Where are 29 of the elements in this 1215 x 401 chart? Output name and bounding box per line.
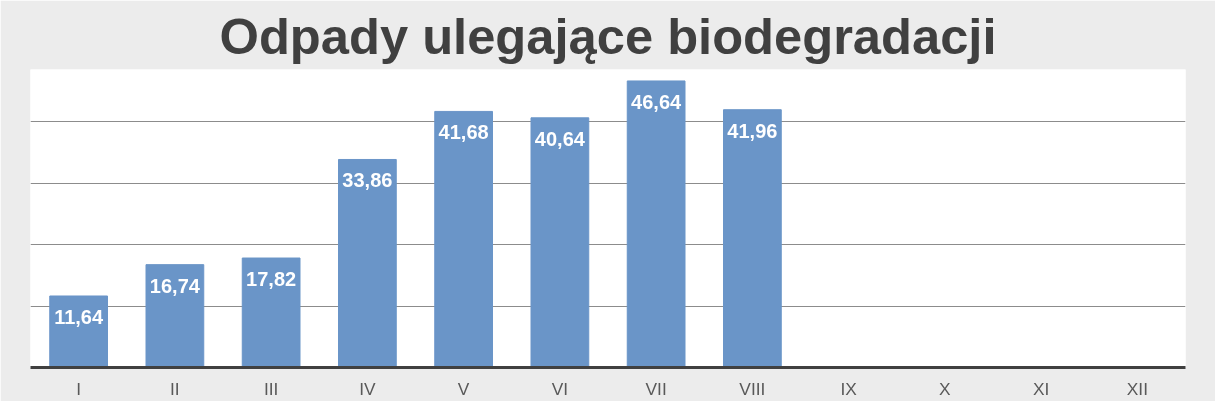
- x-tick-label: VIII: [739, 378, 766, 399]
- bar: [530, 117, 590, 368]
- x-tick-label: I: [76, 378, 82, 399]
- x-tick-label: V: [457, 378, 470, 399]
- bar: [626, 80, 686, 368]
- bar: [434, 110, 493, 368]
- data-label: 46,64: [631, 90, 683, 113]
- bar: [145, 264, 205, 368]
- x-tick-label: X: [939, 378, 952, 399]
- x-tick-label: IV: [359, 378, 376, 399]
- data-label: 11,64: [54, 305, 104, 328]
- data-label: 17,82: [246, 268, 297, 291]
- chart-title: Odpady ulegające biodegradacji: [219, 7, 997, 65]
- x-tick-label: II: [170, 378, 180, 399]
- bar: [338, 158, 397, 368]
- x-tick-label: VII: [645, 378, 667, 399]
- data-label: 33,86: [342, 169, 393, 192]
- bar: [241, 257, 301, 368]
- bar: [723, 109, 782, 368]
- x-tick-label: IX: [840, 378, 858, 399]
- x-tick-label: VI: [551, 378, 569, 399]
- data-label: 40,64: [534, 127, 586, 150]
- data-label: 16,74: [149, 274, 201, 297]
- data-label: 41,96: [727, 119, 778, 142]
- data-label: 41,68: [438, 121, 489, 144]
- x-tick-label: XII: [1126, 378, 1148, 399]
- bar: [49, 295, 108, 368]
- x-tick-label: III: [263, 378, 279, 399]
- x-tick-label: XI: [1032, 378, 1050, 399]
